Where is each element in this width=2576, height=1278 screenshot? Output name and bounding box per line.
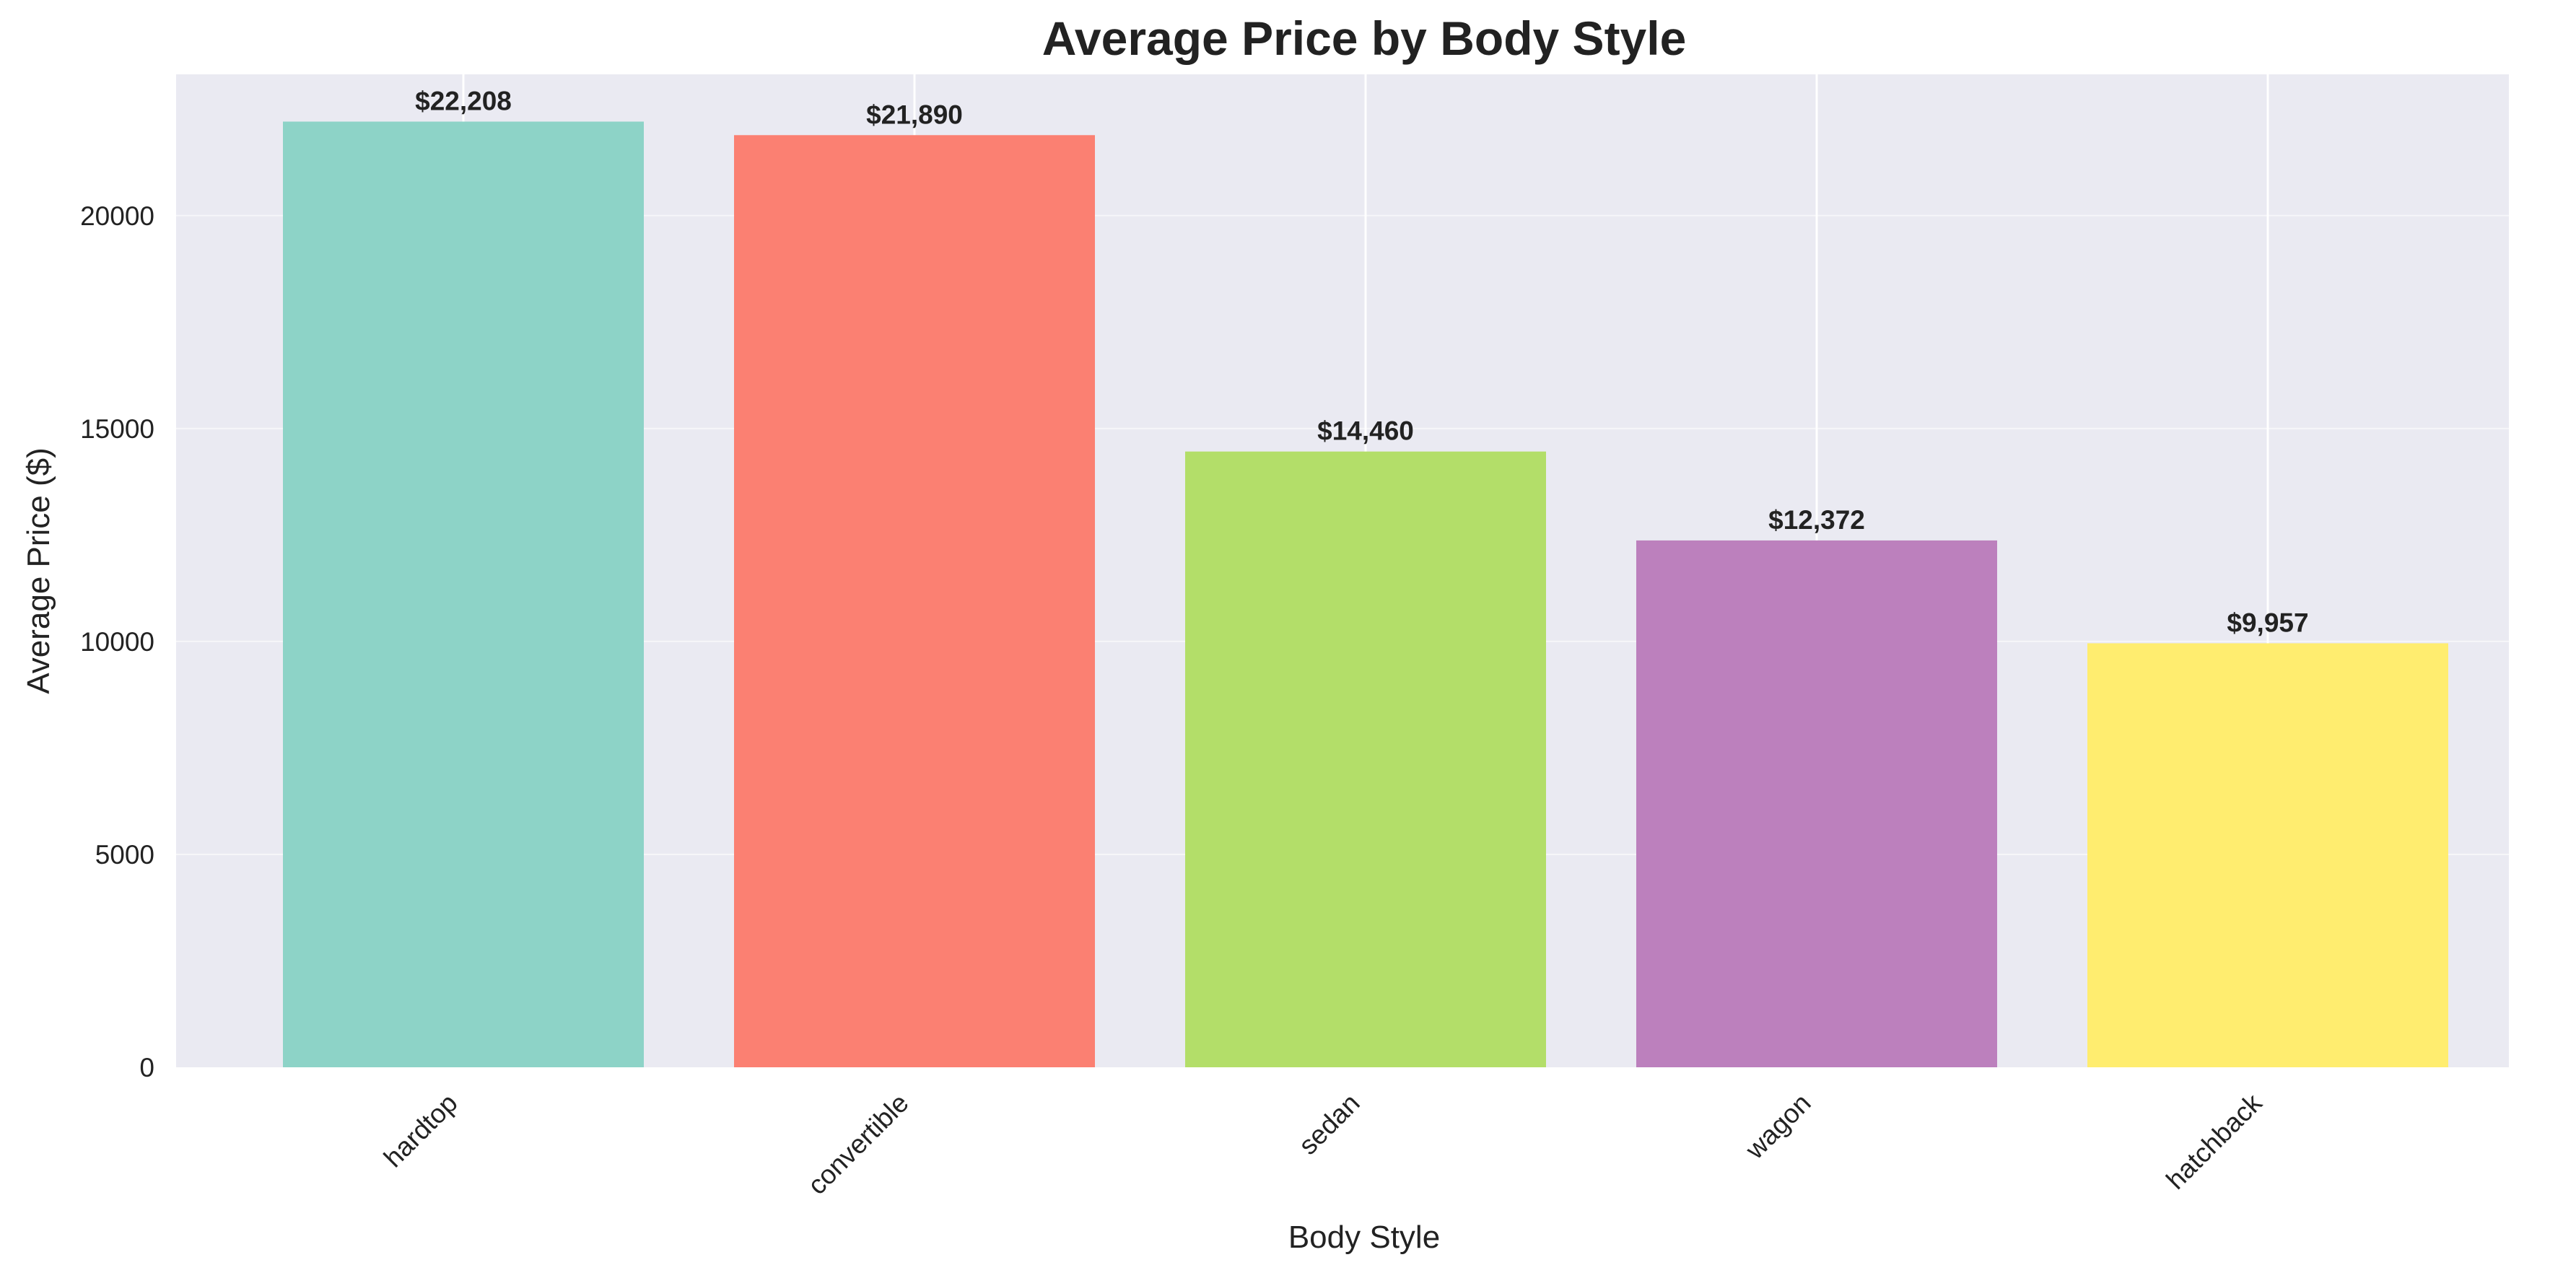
data-label-hatchback: $9,957 — [2227, 608, 2308, 637]
data-label-hardtop: $22,208 — [415, 87, 512, 116]
bars — [283, 121, 2448, 1067]
data-label-convertible: $21,890 — [866, 100, 963, 129]
y-tick-label: 20000 — [80, 201, 154, 231]
x-axis-label: Body Style — [1288, 1220, 1440, 1255]
bar-sedan — [1185, 451, 1546, 1067]
y-tick-label: 5000 — [95, 840, 154, 870]
y-tick-label: 15000 — [80, 414, 154, 444]
y-tick-label: 0 — [139, 1053, 154, 1082]
y-axis-label: Average Price ($) — [21, 447, 56, 694]
data-label-wagon: $12,372 — [1768, 505, 1865, 535]
bar-hardtop — [283, 121, 644, 1067]
bar-convertible — [734, 135, 1095, 1067]
y-tick-label: 10000 — [80, 627, 154, 657]
bar-wagon — [1636, 540, 1997, 1067]
data-labels: $22,208 $21,890 $14,460 $12,372 $9,957 — [415, 87, 2308, 638]
bar-hatchback — [2087, 643, 2448, 1067]
data-label-sedan: $14,460 — [1317, 416, 1414, 446]
y-axis-ticks: 0 5000 10000 15000 20000 — [80, 201, 154, 1082]
chart-title: Average Price by Body Style — [1042, 12, 1687, 65]
